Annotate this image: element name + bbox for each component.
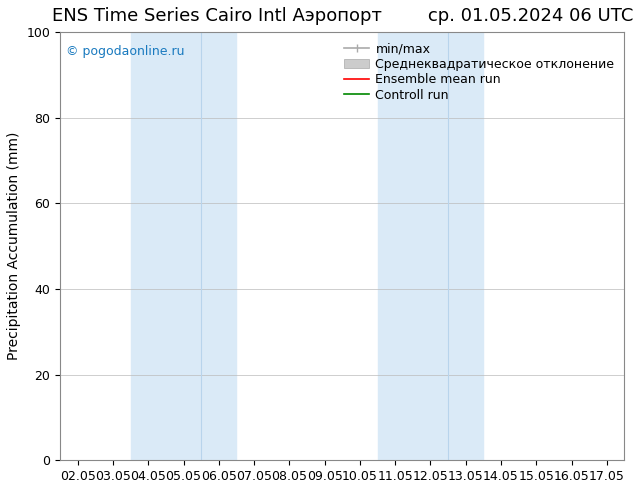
Bar bbox=[131, 32, 236, 460]
Y-axis label: Precipitation Accumulation (mm): Precipitation Accumulation (mm) bbox=[7, 132, 21, 360]
Bar bbox=[378, 32, 483, 460]
Legend: min/max, Среднеквадратическое отклонение, Ensemble mean run, Controll run: min/max, Среднеквадратическое отклонение… bbox=[340, 38, 618, 105]
Title: ENS Time Series Cairo Intl Аэропорт        ср. 01.05.2024 06 UTC: ENS Time Series Cairo Intl Аэропорт ср. … bbox=[51, 7, 633, 25]
Text: © pogodaonline.ru: © pogodaonline.ru bbox=[66, 45, 184, 58]
